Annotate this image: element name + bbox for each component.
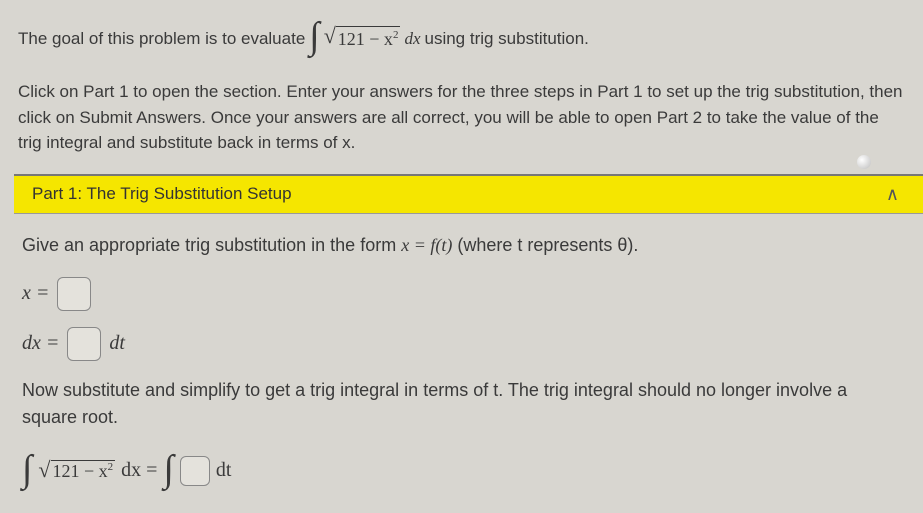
part1-body: Give an appropriate trig substitution in… [18,214,905,493]
x-equation-row: x = [22,277,905,311]
dx-label-left: dx = [22,332,59,355]
problem-goal: The goal of this problem is to evaluate … [18,12,905,65]
step1-text: Give an appropriate trig substitution in… [22,232,905,259]
dx-equation-row: dx = dt [22,327,905,361]
final-input[interactable] [180,456,210,486]
final-dt: dt [216,459,232,482]
final-sqrt: √ 121 − x2 [38,460,115,482]
dx-label-right: dt [109,332,125,355]
dx-input[interactable] [67,327,101,361]
sqrt-expression: √ 121 − x2 [324,26,401,52]
part1-title: Part 1: The Trig Substitution Setup [28,184,292,204]
goal-prefix: The goal of this problem is to evaluate [18,27,305,51]
dx-text: dx [404,27,420,51]
x-label: x = [22,282,49,305]
collapse-icon: ∧ [886,184,909,205]
integral-symbol-left: ∫ [22,447,32,491]
final-integral-row: ∫ √ 121 − x2 dx = ∫ dt [22,449,905,493]
final-dx-equals: dx = [121,459,157,482]
loading-indicator [857,155,871,169]
x-input[interactable] [57,277,91,311]
instructions-text: Click on Part 1 to open the section. Ent… [18,79,905,156]
goal-suffix: using trig substitution. [424,27,588,51]
integral-symbol: ∫ [309,10,319,63]
step2-text: Now substitute and simplify to get a tri… [22,377,905,431]
integral-symbol-right: ∫ [163,447,173,491]
problem-container: The goal of this problem is to evaluate … [0,0,923,493]
part1-header[interactable]: Part 1: The Trig Substitution Setup ∧ [14,174,923,214]
